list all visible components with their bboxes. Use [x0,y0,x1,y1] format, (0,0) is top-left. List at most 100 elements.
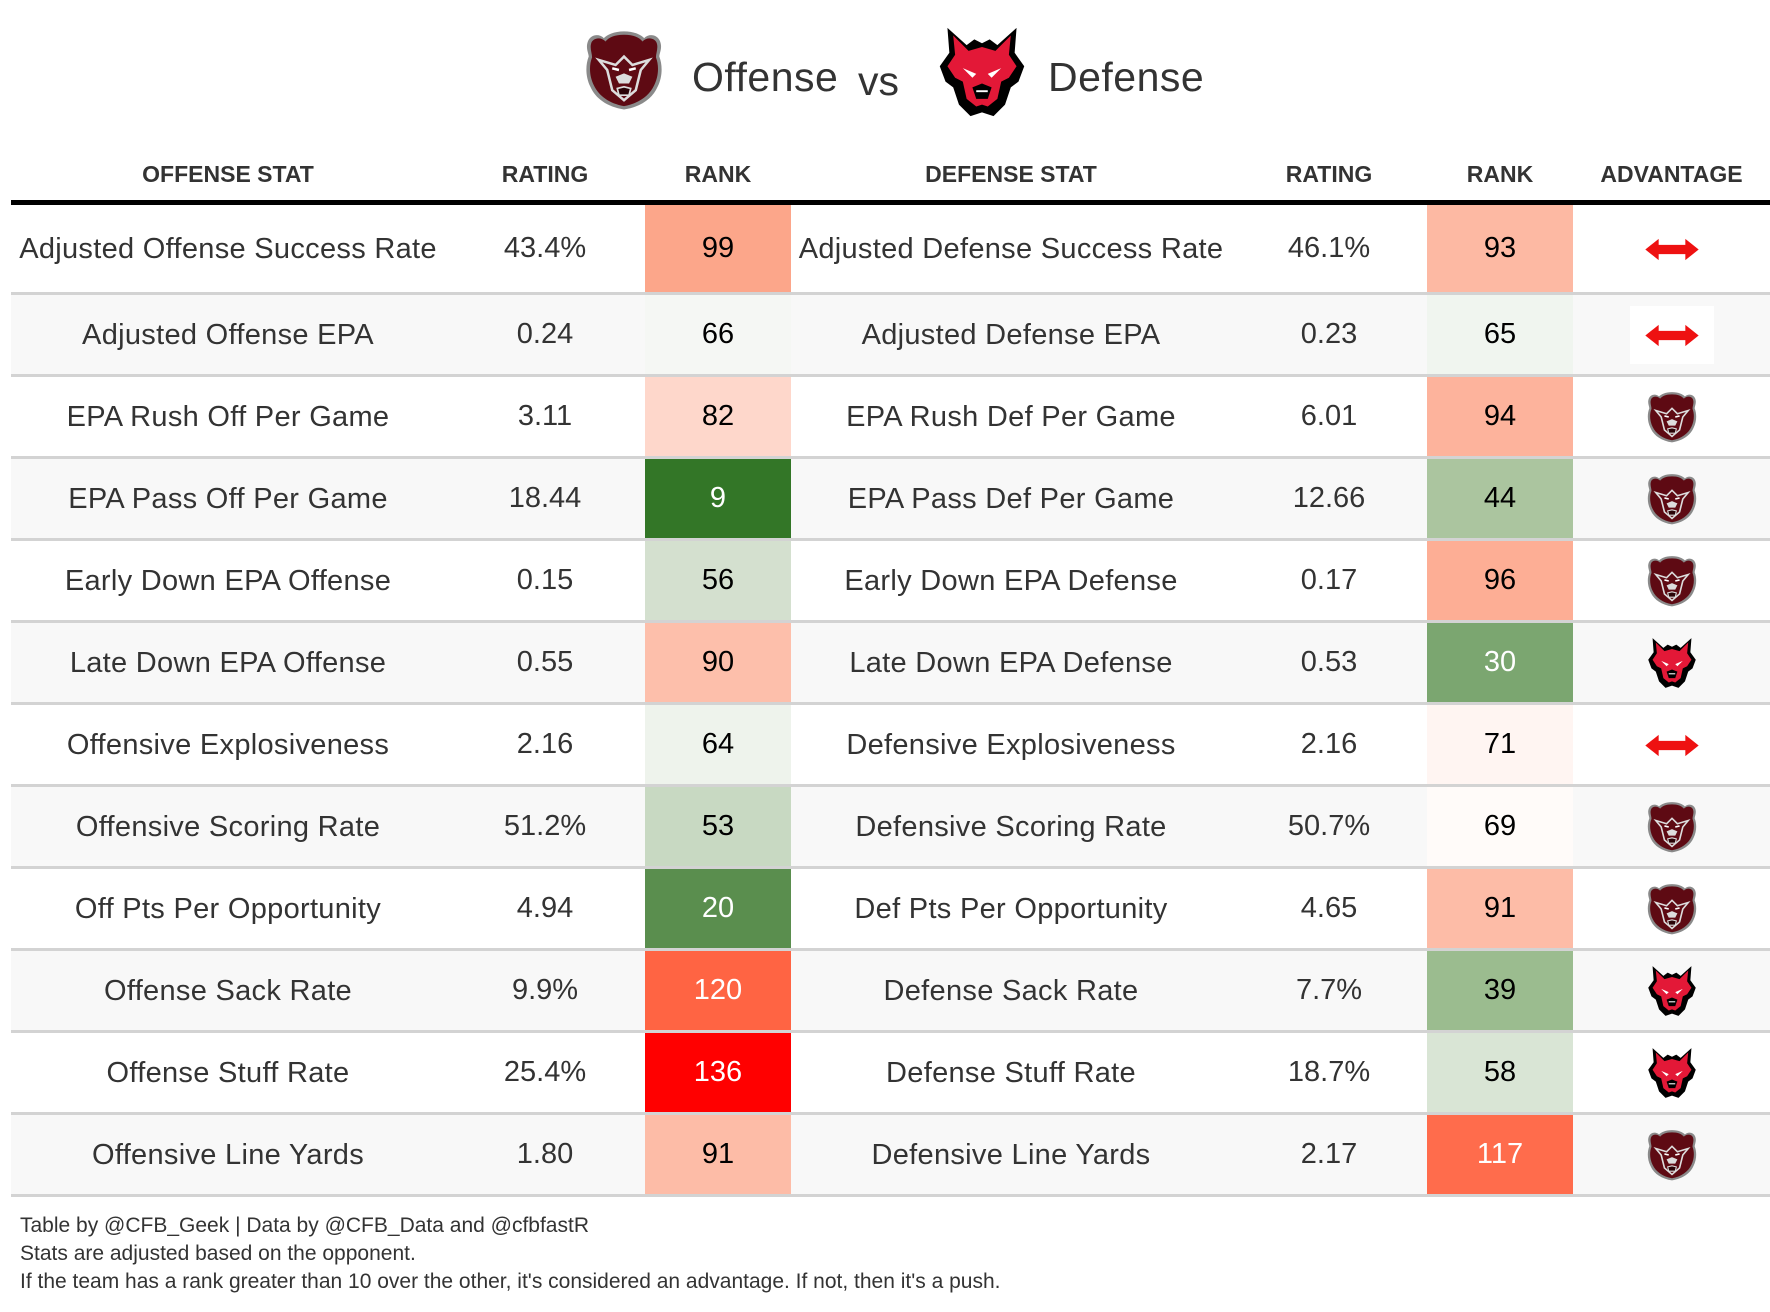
header-offense-stat: OFFENSE STAT [11,148,445,205]
offense-rating: 25.4% [445,1031,645,1115]
defense-stat-name: Defensive Scoring Rate [791,785,1231,869]
push-indicator [1630,716,1714,774]
offense-stat-name: Late Down EPA Offense [11,621,445,705]
offense-rank: 99 [645,202,791,295]
defense-rank: 117 [1427,1113,1573,1197]
defense-rank: 93 [1427,202,1573,295]
defense-stat-name: Late Down EPA Defense [791,621,1231,705]
header-offense-rating: RATING [445,148,645,205]
defense-rating: 6.01 [1231,375,1427,459]
table-row: Off Pts Per Opportunity 4.94 20 Def Pts Per… [11,867,1770,951]
bear-logo-icon [1644,882,1700,936]
advantage-cell [1573,949,1770,1033]
bear-logo-icon [1644,472,1700,526]
defense-stat-name: Adjusted Defense EPA [791,293,1231,377]
offense-rank: 82 [645,375,791,459]
advantage-cell [1573,202,1770,295]
footer-adjustment-note: Stats are adjusted based on the opponent… [20,1242,416,1265]
defense-rating: 2.17 [1231,1113,1427,1197]
table-row: Adjusted Offense Success Rate 43.4% 99 Adju… [11,202,1770,295]
advantage-cell [1573,703,1770,787]
offense-rating: 18.44 [445,457,645,541]
defense-rating: 0.53 [1231,621,1427,705]
table-row: EPA Pass Off Per Game 18.44 9 EPA Pass Def … [11,457,1770,541]
defense-rating: 0.23 [1231,293,1427,377]
header-defense-stat: DEFENSE STAT [791,148,1231,205]
defense-rank: 44 [1427,457,1573,541]
defense-rank: 30 [1427,621,1573,705]
offense-rating: 9.9% [445,949,645,1033]
footer-advantage-note: If the team has a rank greater than 10 o… [20,1270,1001,1293]
defense-stat-name: Defense Stuff Rate [791,1031,1231,1115]
header-offense-rank: RANK [645,148,791,205]
advantage-cell [1573,785,1770,869]
offense-stat-name: Offense Sack Rate [11,949,445,1033]
defense-stat-name: Defense Sack Rate [791,949,1231,1033]
vs-label: vs [858,58,899,104]
defense-stat-name: Def Pts Per Opportunity [791,867,1231,951]
footer-credit: Table by @CFB_Geek | Data by @CFB_Data a… [20,1214,589,1237]
push-indicator [1629,305,1714,364]
offense-rank: 9 [645,457,791,541]
footer-notes: Table by @CFB_Geek | Data by @CFB_Data a… [20,1212,1000,1296]
push-indicator [1630,220,1714,278]
advantage-cell [1573,1113,1770,1197]
bear-logo-icon [1644,390,1700,444]
offense-rating: 1.80 [445,1113,645,1197]
bear-logo-icon [1644,554,1700,608]
defense-stat-name: Adjusted Defense Success Rate [791,202,1231,295]
offense-rank: 64 [645,703,791,787]
defense-rating: 0.17 [1231,539,1427,623]
header-defense-rating: RATING [1231,148,1427,205]
bear-logo-icon [1644,800,1700,854]
offense-rating: 0.15 [445,539,645,623]
offense-rank: 56 [645,539,791,623]
defense-rank: 69 [1427,785,1573,869]
offense-stat-name: Offense Stuff Rate [11,1031,445,1115]
defense-rating: 12.66 [1231,457,1427,541]
defense-stat-name: Early Down EPA Defense [791,539,1231,623]
bear-logo-icon [578,28,670,112]
advantage-cell [1573,1031,1770,1115]
offense-rating: 4.94 [445,867,645,951]
table-row: Offense Sack Rate 9.9% 120 Defense Sack Rat… [11,949,1770,1033]
double-arrow-icon [1644,732,1700,759]
red-wolf-logo-icon [1644,636,1700,690]
offense-stat-name: Adjusted Offense Success Rate [11,202,445,295]
table-row: Offense Stuff Rate 25.4% 136 Defense Stuff … [11,1031,1770,1115]
offense-stat-name: EPA Rush Off Per Game [11,375,445,459]
double-arrow-icon [1644,322,1700,349]
table-row: EPA Rush Off Per Game 3.11 82 EPA Rush Def … [11,375,1770,459]
advantage-cell [1573,375,1770,459]
defense-rating: 4.65 [1231,867,1427,951]
defense-rating: 50.7% [1231,785,1427,869]
defense-rank: 94 [1427,375,1573,459]
offense-rank: 91 [645,1113,791,1197]
offense-stat-name: Offensive Explosiveness [11,703,445,787]
table-row: Offensive Explosiveness 2.16 64 Defensive E… [11,703,1770,787]
defense-stat-name: Defensive Line Yards [791,1113,1231,1197]
bear-logo-icon [1644,1128,1700,1182]
defense-title: Defense [1048,54,1205,100]
offense-rank: 66 [645,293,791,377]
defense-rank: 65 [1427,293,1573,377]
table-row: Offensive Scoring Rate 51.2% 53 Defensive S… [11,785,1770,869]
defense-rank: 71 [1427,703,1573,787]
red-wolf-logo-icon [1644,964,1700,1018]
offense-stat-name: Offensive Line Yards [11,1113,445,1197]
advantage-cell [1573,867,1770,951]
offense-rank: 53 [645,785,791,869]
offense-stat-name: Early Down EPA Offense [11,539,445,623]
defense-stat-name: EPA Rush Def Per Game [791,375,1231,459]
table-row: Adjusted Offense EPA 0.24 66 Adjusted Defen… [11,293,1770,377]
defense-stat-name: EPA Pass Def Per Game [791,457,1231,541]
table-row: Late Down EPA Offense 0.55 90 Late Down EPA… [11,621,1770,705]
offense-stat-name: Offensive Scoring Rate [11,785,445,869]
defense-rating: 7.7% [1231,949,1427,1033]
offense-rating: 2.16 [445,703,645,787]
offense-rating: 3.11 [445,375,645,459]
offense-rank: 20 [645,867,791,951]
title-bar: Offense vs Defense [0,22,1770,122]
header-defense-rank: RANK [1427,148,1573,205]
offense-stat-name: EPA Pass Off Per Game [11,457,445,541]
